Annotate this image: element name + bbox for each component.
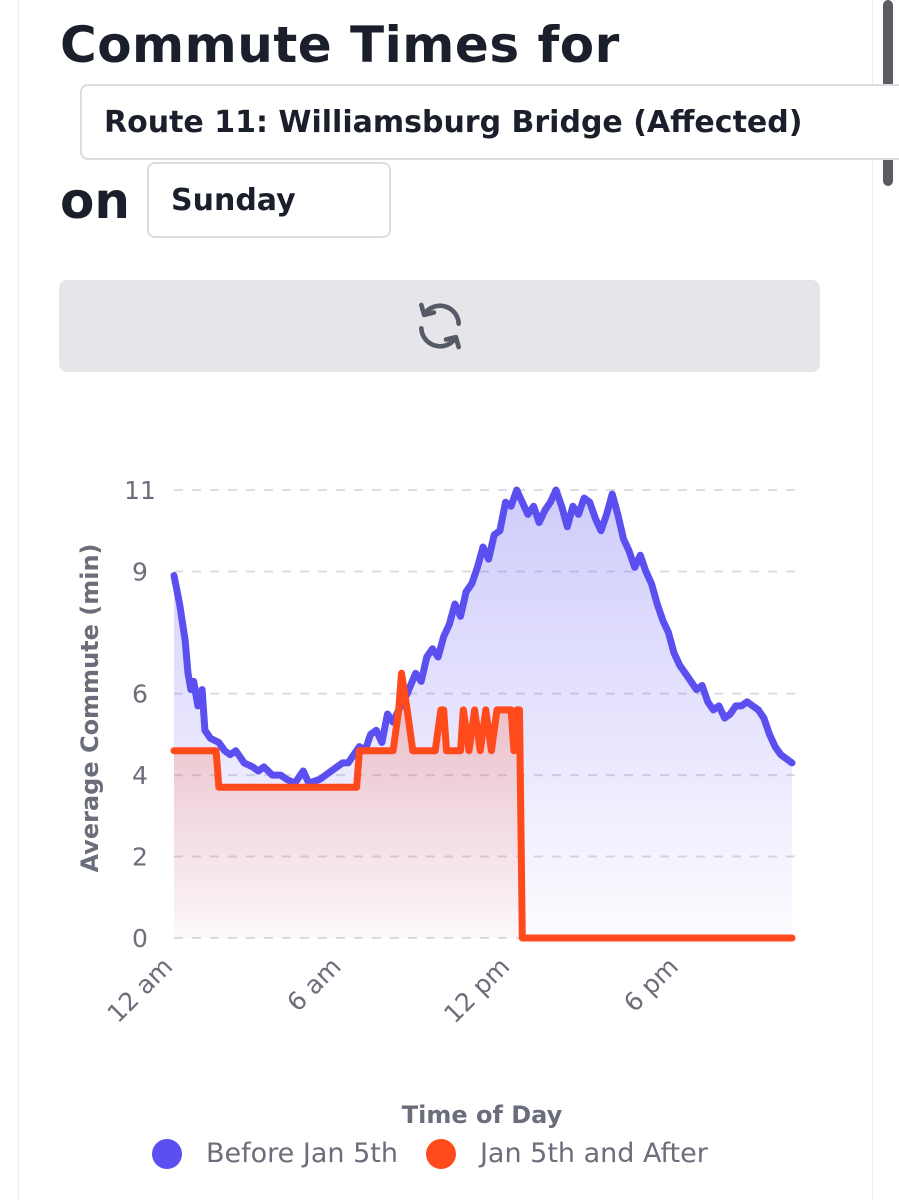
- on-label: on: [60, 172, 130, 230]
- day-select-value: Sunday: [171, 182, 296, 218]
- right-border: [872, 0, 873, 1200]
- page-title: Commute Times for: [60, 16, 620, 74]
- x-tick-label: 6 am: [281, 952, 346, 1017]
- legend-label-before: Before Jan 5th: [206, 1138, 398, 1169]
- route-select[interactable]: Route 11: Williamsburg Bridge (Affected): [80, 84, 899, 160]
- y-tick-label: 0: [132, 924, 148, 953]
- refresh-button[interactable]: [59, 280, 820, 372]
- route-select-value: Route 11: Williamsburg Bridge (Affected): [104, 104, 803, 140]
- x-tick-label: 6 pm: [618, 952, 684, 1018]
- series-after-line: [170, 669, 796, 942]
- y-tick-label: 9: [132, 557, 148, 586]
- commute-chart: 0 2 4 6 9 11 12 am 6 am 12 pm 6 pm Average Commu…: [76, 476, 796, 1129]
- chart-legend: Before Jan 5th Jan 5th and After: [152, 1138, 708, 1169]
- y-tick-label: 4: [132, 761, 148, 790]
- day-select[interactable]: Sunday: [147, 162, 391, 238]
- y-tick-label: 2: [132, 843, 148, 872]
- legend-dot-after: [425, 1138, 456, 1169]
- y-tick-label: 6: [132, 680, 148, 709]
- y-tick-label: 11: [124, 476, 156, 505]
- x-tick-label: 12 am: [102, 952, 179, 1029]
- legend-item-before[interactable]: Before Jan 5th: [152, 1138, 398, 1169]
- x-axis-title: Time of Day: [402, 1101, 563, 1129]
- series-after-area: [174, 673, 792, 938]
- legend-item-after[interactable]: Jan 5th and After: [425, 1138, 708, 1169]
- left-border: [18, 0, 19, 1200]
- legend-label-after: Jan 5th and After: [479, 1138, 708, 1169]
- series-before-line: [170, 486, 796, 787]
- y-axis-title: Average Commute (min): [76, 543, 104, 872]
- legend-dot-before: [152, 1138, 182, 1169]
- refresh-icon: [418, 302, 461, 350]
- x-tick-label: 12 pm: [438, 952, 515, 1029]
